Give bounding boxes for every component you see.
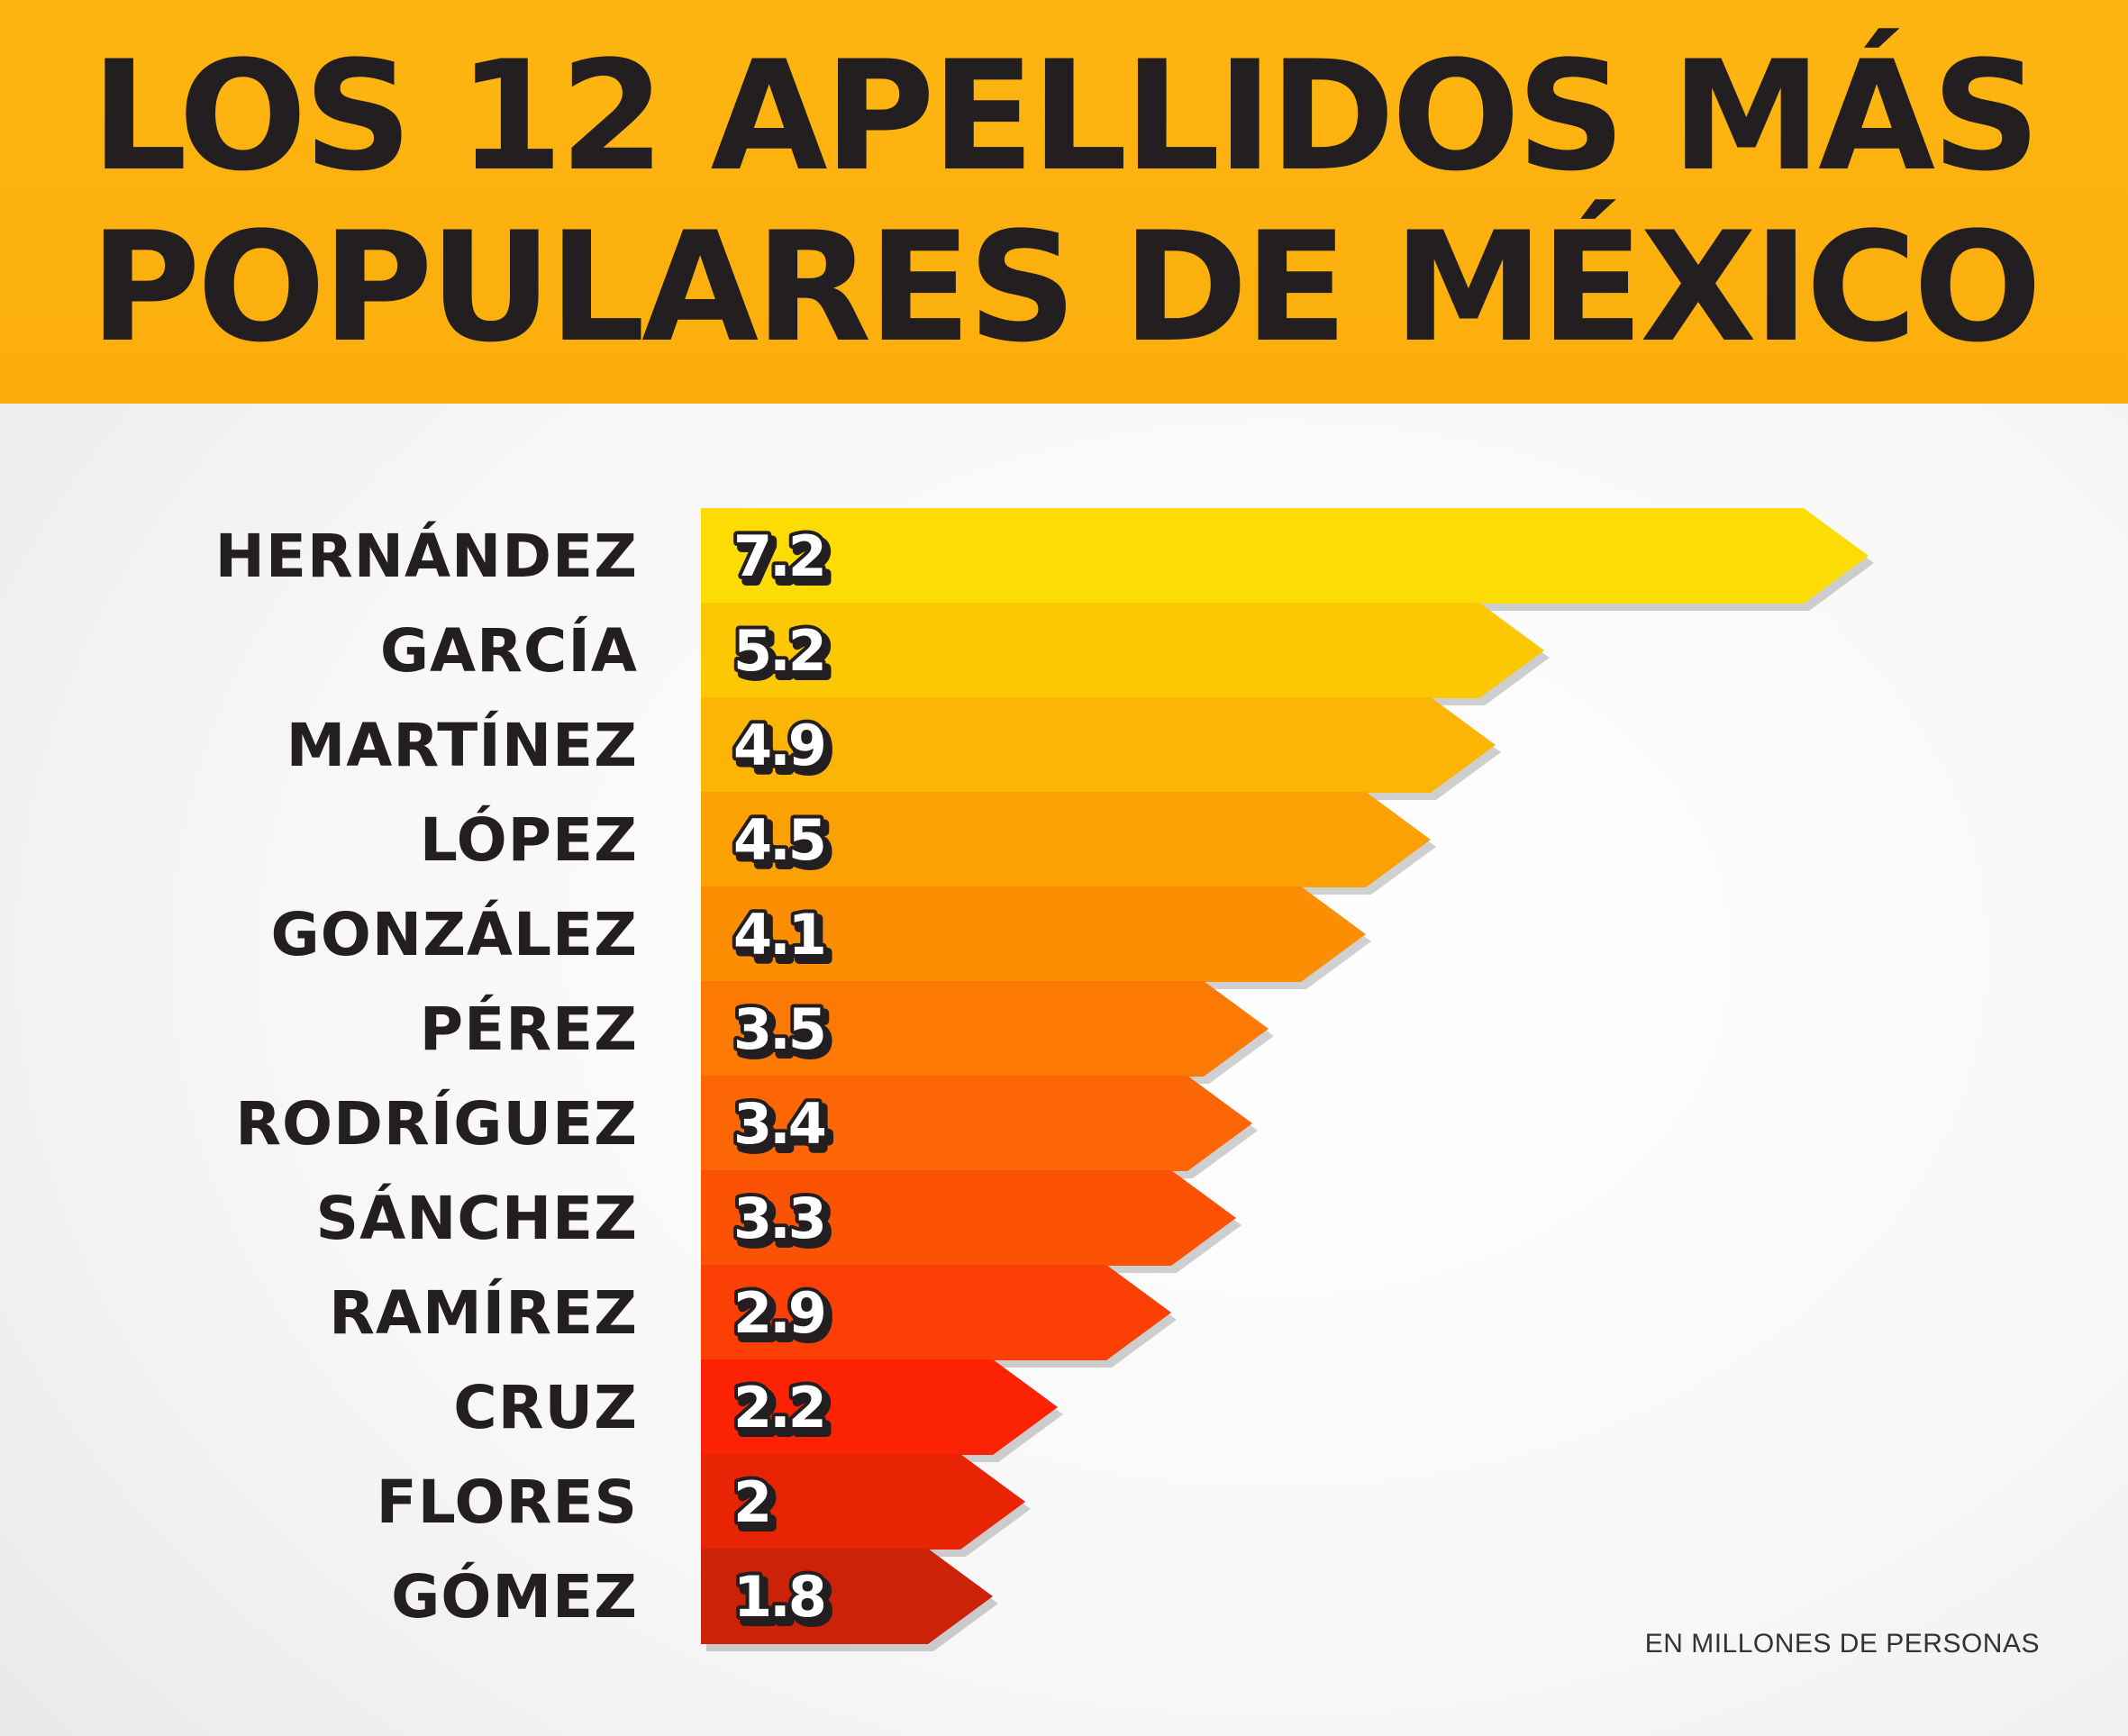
- value-label-shadow: 4.1: [738, 907, 829, 973]
- value-label: 3.5: [733, 996, 824, 1062]
- bar: [701, 1265, 1171, 1360]
- title-line-1: LOS 12 APELLIDOS MÁS: [90, 28, 2041, 205]
- category-labels-group: HERNÁNDEZ GARCÍA MARTÍNEZ LÓPEZ GONZÁLEZ PÉRE…: [215, 521, 638, 1631]
- bars-group: [701, 508, 1874, 1651]
- value-label-shadow: 3.4: [738, 1096, 830, 1162]
- bar: [701, 1359, 1058, 1455]
- category-label: PÉREZ: [420, 994, 638, 1064]
- value-labels-group: 7.27.25.25.24.94.94.54.54.14.13.53.53.43…: [730, 520, 837, 1640]
- value-label: 2: [733, 1469, 769, 1535]
- title-banner: LOS 12 APELLIDOS MÁS POPULARES DE MÉXICO: [0, 0, 2128, 404]
- value-label-shadow: 7.2: [738, 529, 829, 595]
- value-label: 4.9: [733, 713, 824, 778]
- value-label: 2.2: [733, 1375, 824, 1441]
- value-label-shadow: 3.3: [738, 1191, 829, 1257]
- value-label-shadow: 1.8: [738, 1569, 829, 1635]
- bar: [701, 981, 1269, 1077]
- unit-footnote: EN MILLONES DE PERSONAS: [1644, 1629, 2040, 1659]
- bar: [701, 1549, 993, 1644]
- category-label: RAMÍREZ: [329, 1277, 638, 1348]
- value-label-shadow: 3.5: [738, 1002, 829, 1068]
- category-label: CRUZ: [453, 1373, 638, 1442]
- bar: [701, 603, 1544, 698]
- bar: [701, 886, 1366, 982]
- title-line-2: POPULARES DE MÉXICO: [89, 199, 2042, 376]
- value-label-shadow: 2.2: [738, 1380, 829, 1446]
- category-label: GARCÍA: [380, 615, 638, 686]
- category-label: GÓMEZ: [391, 1562, 638, 1631]
- value-label: 5.2: [733, 618, 824, 684]
- bar: [701, 792, 1431, 887]
- value-label: 4.5: [733, 807, 824, 873]
- value-label-shadow: 2.9: [738, 1286, 829, 1351]
- category-label: MARTÍNEZ: [286, 710, 638, 780]
- value-label-shadow: 4.5: [738, 813, 829, 878]
- value-label: 7.2: [733, 523, 824, 589]
- value-label-shadow: 5.2: [738, 623, 829, 689]
- bar: [701, 697, 1496, 793]
- value-label: 3.4: [733, 1091, 825, 1157]
- category-label: SÁNCHEZ: [316, 1183, 638, 1253]
- value-label-shadow: 4.9: [738, 718, 829, 784]
- value-label: 4.1: [733, 902, 824, 968]
- value-label: 2.9: [733, 1280, 824, 1346]
- bar: [701, 1076, 1252, 1171]
- category-label: FLORES: [377, 1468, 638, 1537]
- category-label: GONZÁLEZ: [271, 899, 638, 969]
- value-label-shadow: 2: [738, 1475, 774, 1541]
- value-label: 3.3: [733, 1186, 824, 1251]
- category-label: LÓPEZ: [420, 805, 638, 875]
- category-label: RODRÍGUEZ: [235, 1088, 638, 1159]
- bar: [701, 1454, 1025, 1550]
- category-label: HERNÁNDEZ: [215, 521, 638, 591]
- value-label: 1.8: [733, 1564, 824, 1630]
- bar: [701, 1170, 1236, 1266]
- bar: [701, 508, 1869, 604]
